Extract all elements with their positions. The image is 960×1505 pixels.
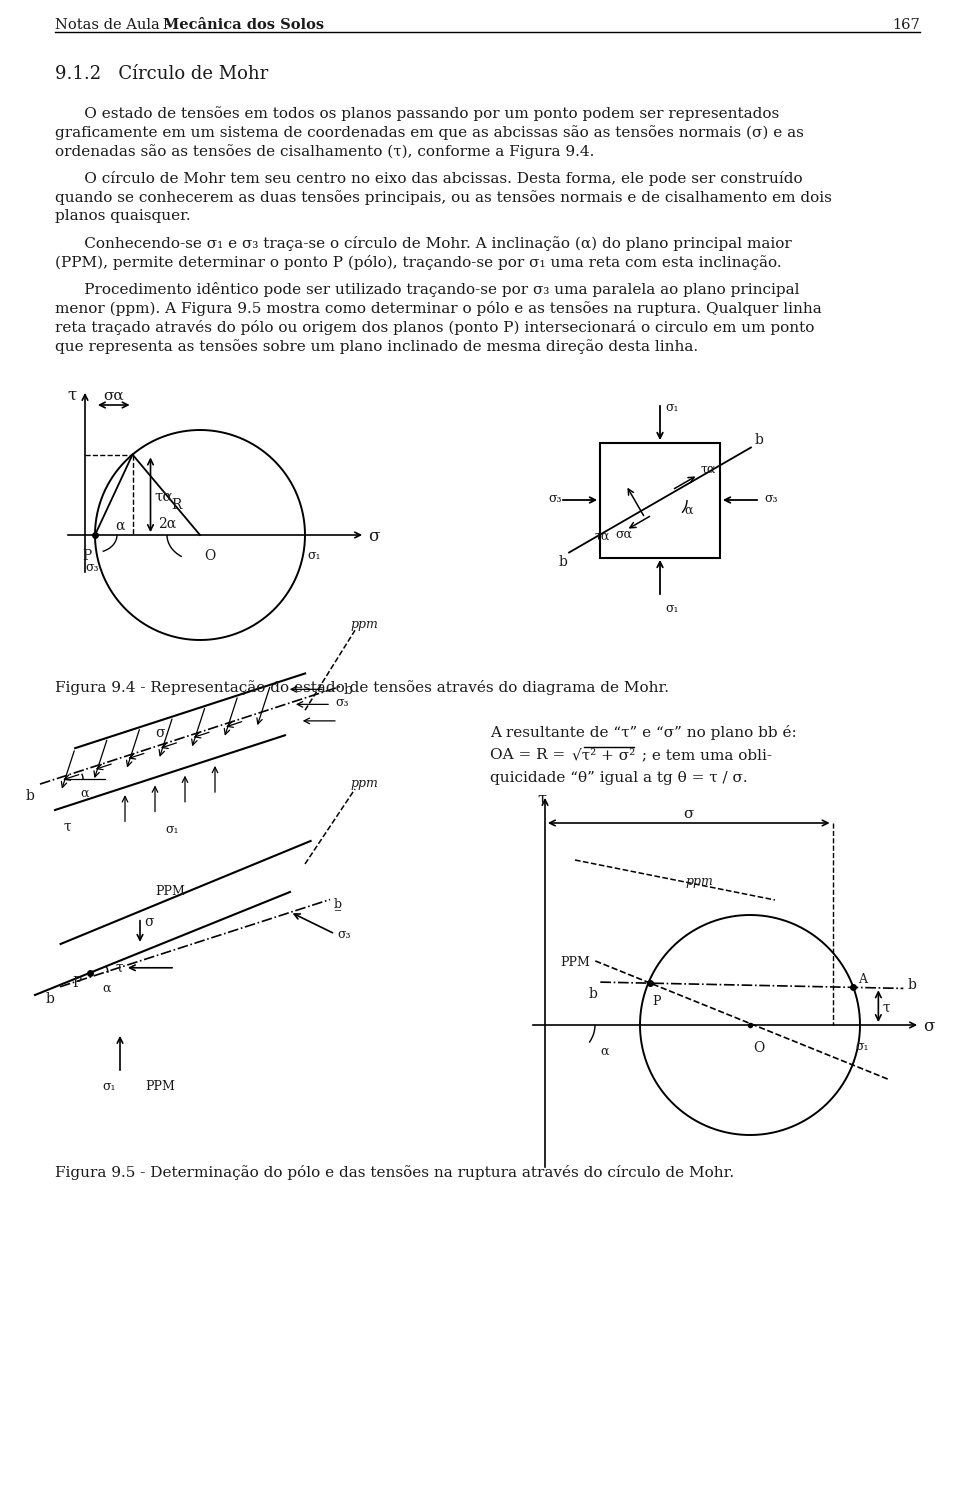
Text: b: b <box>588 987 597 1001</box>
Text: √τ² + σ²: √τ² + σ² <box>572 748 636 762</box>
Text: Figura 9.4 - Representação do estado de tensões através do diagrama de Mohr.: Figura 9.4 - Representação do estado de … <box>55 680 669 695</box>
Text: σ: σ <box>923 1017 934 1035</box>
Text: Mecânica dos Solos: Mecânica dos Solos <box>163 18 324 32</box>
Text: τα: τα <box>594 530 610 543</box>
Text: σ₁: σ₁ <box>102 1081 115 1093</box>
Text: PPM: PPM <box>155 885 185 898</box>
Text: 2α: 2α <box>158 518 176 531</box>
Text: Figura 9.5 - Determinação do pólo e das tensões na ruptura através do círculo de: Figura 9.5 - Determinação do pólo e das … <box>55 1165 734 1180</box>
Text: σ₃: σ₃ <box>85 561 99 573</box>
Text: reta traçado através do pólo ou origem dos planos (ponto P) intersecionará o cir: reta traçado através do pólo ou origem d… <box>55 321 814 336</box>
Text: A: A <box>858 974 868 986</box>
Text: R: R <box>171 498 181 512</box>
Text: α: α <box>600 1044 609 1058</box>
Text: ppm: ppm <box>350 777 378 790</box>
Text: O círculo de Mohr tem seu centro no eixo das abcissas. Desta forma, ele pode ser: O círculo de Mohr tem seu centro no eixo… <box>55 172 803 187</box>
Text: τ: τ <box>882 1001 890 1016</box>
Text: b: b <box>559 555 568 569</box>
Text: (PPM), permite determinar o ponto P (pólo), traçando-se por σ₁ uma reta com esta: (PPM), permite determinar o ponto P (pól… <box>55 254 781 269</box>
Text: σ₃: σ₃ <box>764 492 778 506</box>
Text: τ: τ <box>115 960 123 975</box>
Text: ordenadas são as tensões de cisalhamento (τ), conforme a Figura 9.4.: ordenadas são as tensões de cisalhamento… <box>55 144 594 160</box>
Text: σ₁: σ₁ <box>665 400 679 414</box>
Text: P: P <box>652 995 660 1008</box>
Text: σ₁: σ₁ <box>665 602 679 616</box>
Text: ppm: ppm <box>685 874 713 888</box>
Text: b: b <box>26 789 35 804</box>
Text: quando se conhecerem as duas tensões principais, ou as tensões normais e de cisa: quando se conhecerem as duas tensões pri… <box>55 190 832 205</box>
Text: ppm: ppm <box>350 619 378 631</box>
Text: P: P <box>72 975 82 990</box>
Text: P: P <box>83 549 92 563</box>
Text: τ: τ <box>68 387 77 403</box>
Text: τα: τα <box>155 489 173 504</box>
Text: Notas de Aula -: Notas de Aula - <box>55 18 174 32</box>
Text: ; e tem uma obli-: ; e tem uma obli- <box>637 748 772 762</box>
Text: Procedimento idêntico pode ser utilizado traçando-se por σ₃ uma paralela ao plan: Procedimento idêntico pode ser utilizado… <box>55 281 800 296</box>
Text: σ: σ <box>156 727 165 740</box>
Text: quicidade “θ” igual a tg θ = τ / σ.: quicidade “θ” igual a tg θ = τ / σ. <box>490 771 748 786</box>
Text: τα: τα <box>701 464 716 476</box>
Text: Conhecendo-se σ₁ e σ₃ traça-se o círculo de Mohr. A inclinação (α) do plano prin: Conhecendo-se σ₁ e σ₃ traça-se o círculo… <box>55 236 792 251</box>
Text: PPM: PPM <box>145 1081 175 1093</box>
Text: σα: σα <box>104 388 124 403</box>
Text: α: α <box>80 787 88 801</box>
Text: b: b <box>907 978 916 992</box>
Text: b̲: b̲ <box>334 897 342 911</box>
Text: O: O <box>753 1041 764 1055</box>
Text: O: O <box>204 549 215 563</box>
Text: σ₁: σ₁ <box>165 823 179 835</box>
Text: σ₁: σ₁ <box>855 1040 869 1054</box>
Text: α: α <box>115 519 125 533</box>
Text: σ₃: σ₃ <box>337 929 350 941</box>
Text: planos quaisquer.: planos quaisquer. <box>55 209 191 223</box>
Text: σ: σ <box>368 528 379 545</box>
Text: b: b <box>755 433 764 447</box>
Text: σ: σ <box>144 915 154 929</box>
Text: PPM: PPM <box>561 956 590 969</box>
Text: τ: τ <box>537 792 546 808</box>
Text: graficamente em um sistema de coordenadas em que as abcissas são as tensões norm: graficamente em um sistema de coordenada… <box>55 125 804 140</box>
Text: b: b <box>344 683 353 697</box>
Text: OA = R =: OA = R = <box>490 748 570 762</box>
Text: σ: σ <box>684 807 694 822</box>
Text: O estado de tensões em todos os planos passando por um ponto podem ser represent: O estado de tensões em todos os planos p… <box>55 105 780 120</box>
Text: menor (ppm). A Figura 9.5 mostra como determinar o pólo e as tensões na ruptura.: menor (ppm). A Figura 9.5 mostra como de… <box>55 301 822 316</box>
Text: α: α <box>102 981 110 995</box>
Text: que representa as tensões sobre um plano inclinado de mesma direção desta linha.: que representa as tensões sobre um plano… <box>55 339 698 354</box>
Text: σ₁: σ₁ <box>307 549 321 561</box>
Text: σ₃: σ₃ <box>335 697 348 709</box>
Text: b: b <box>46 992 55 1005</box>
Text: σα: σα <box>615 528 632 540</box>
Text: A resultante de “τ” e “σ” no plano bb é:: A resultante de “τ” e “σ” no plano bb é: <box>490 725 797 740</box>
Text: 167: 167 <box>892 18 920 32</box>
Text: α: α <box>684 504 692 518</box>
Text: σ₃: σ₃ <box>548 492 562 506</box>
Text: 9.1.2   Círculo de Mohr: 9.1.2 Círculo de Mohr <box>55 65 268 83</box>
Text: τ: τ <box>63 820 71 834</box>
Bar <box>600 442 720 558</box>
